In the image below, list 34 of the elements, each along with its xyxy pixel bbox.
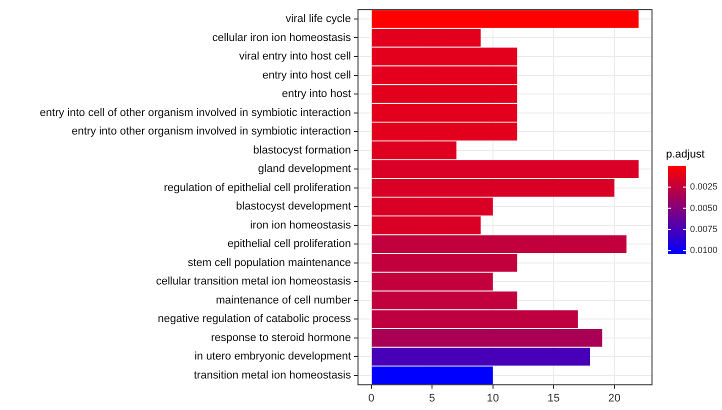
x-tick-label: 10: [486, 392, 499, 404]
x-tick-label: 0: [368, 392, 374, 404]
bar: [372, 328, 602, 347]
color-bar-label: 0.0050: [690, 202, 718, 213]
y-tick-label: maintenance of cell number: [216, 294, 352, 306]
x-tick-label: 15: [547, 392, 560, 404]
y-tick-label: entry into other organism involved in symbiotic interaction: [72, 126, 351, 138]
color-bar-label: 0.0075: [690, 224, 718, 234]
bar: [372, 348, 590, 366]
y-tick-label: in utero embryonic development: [194, 350, 351, 363]
color-bar-label: 0.0100: [690, 245, 718, 256]
y-tick-label: blastocyst formation: [253, 144, 351, 156]
y-tick-label: transition metal ion homeostasis: [194, 369, 352, 382]
color-bar-label: 0.0025: [690, 182, 718, 192]
y-tick-label: cellular iron ion homeostasis: [212, 32, 352, 44]
y-tick-label: entry into host: [282, 88, 351, 100]
y-tick-label: iron ion homeostasis: [250, 219, 352, 232]
y-tick-label: viral life cycle: [286, 13, 351, 26]
y-tick-label: entry into host cell: [262, 69, 351, 82]
y-tick-label: epithelial cell proliferation: [227, 238, 351, 250]
color-bar-title: p.adjust: [666, 148, 705, 161]
bar: [372, 366, 493, 384]
x-tick-label: 5: [429, 392, 436, 404]
y-tick-label: cellular transition metal ion homeostasis: [156, 276, 352, 288]
y-tick-label: negative regulation of catabolic process: [158, 313, 352, 326]
y-tick-label: response to steroid hormone: [210, 332, 351, 344]
y-tick-label: gland development: [258, 163, 351, 176]
y-tick-label: regulation of epithelial cell proliferation: [164, 182, 351, 194]
y-tick-label: stem cell population maintenance: [188, 256, 351, 269]
y-tick-label: blastocyst development: [236, 200, 351, 213]
bar: [372, 10, 639, 28]
x-tick-label: 20: [608, 392, 620, 404]
y-tick-label: viral entry into host cell: [239, 50, 351, 63]
y-tick-label: entry into cell of other organism involved in symbiotic interaction: [40, 106, 351, 119]
